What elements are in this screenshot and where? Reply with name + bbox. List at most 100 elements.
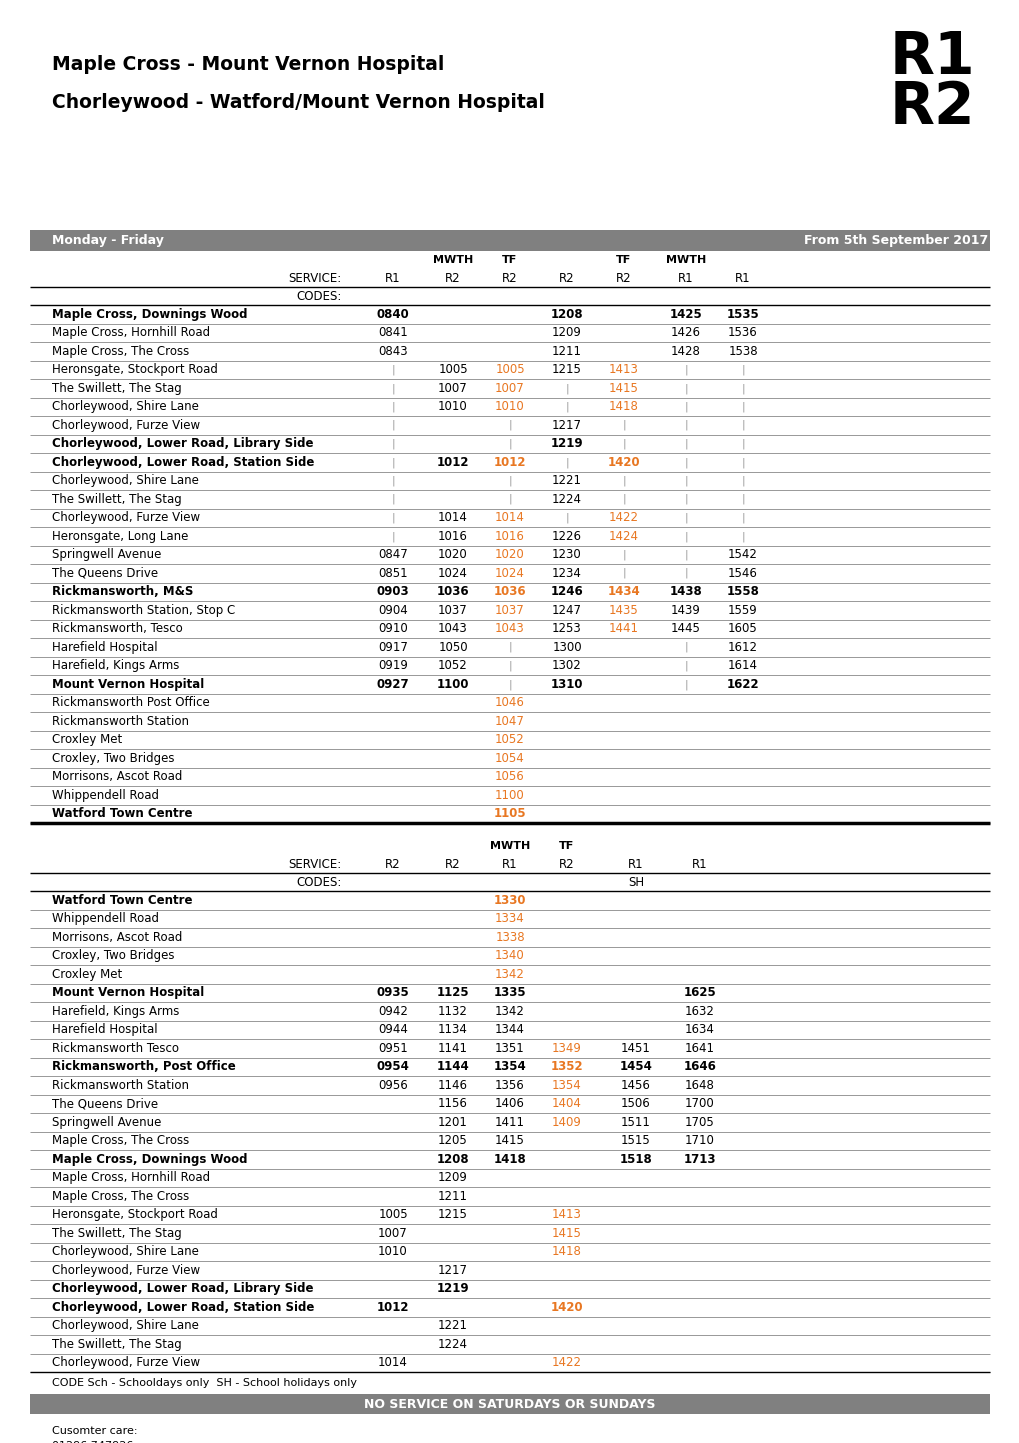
Text: 1005: 1005 bbox=[494, 364, 525, 377]
Text: 0942: 0942 bbox=[378, 1004, 408, 1017]
Text: 1201: 1201 bbox=[437, 1115, 468, 1128]
Text: 1125: 1125 bbox=[436, 986, 469, 999]
Text: SERVICE:: SERVICE: bbox=[288, 857, 341, 870]
Text: 1054: 1054 bbox=[494, 752, 525, 765]
Text: Whippendell Road: Whippendell Road bbox=[52, 789, 159, 802]
Text: 1506: 1506 bbox=[621, 1097, 650, 1110]
Text: Watford Town Centre: Watford Town Centre bbox=[52, 893, 193, 906]
Text: 1020: 1020 bbox=[494, 548, 525, 561]
Text: Maple Cross, The Cross: Maple Cross, The Cross bbox=[52, 345, 190, 358]
Text: R2: R2 bbox=[558, 857, 575, 870]
Text: R2: R2 bbox=[444, 271, 461, 284]
Text: 1012: 1012 bbox=[493, 456, 526, 469]
Text: 1043: 1043 bbox=[494, 622, 525, 635]
Text: 1413: 1413 bbox=[608, 364, 638, 377]
Text: 1404: 1404 bbox=[551, 1097, 582, 1110]
Text: Maple Cross - Mount Vernon Hospital: Maple Cross - Mount Vernon Hospital bbox=[52, 55, 444, 75]
Text: 1221: 1221 bbox=[437, 1319, 468, 1332]
Text: 1246: 1246 bbox=[550, 586, 583, 599]
Text: 1614: 1614 bbox=[728, 659, 757, 672]
Text: R2: R2 bbox=[889, 78, 974, 136]
Text: Cusomter care:
01296 747926
info@redeagle.org.uk: Cusomter care: 01296 747926 info@redeagl… bbox=[52, 1426, 172, 1443]
Text: 0847: 0847 bbox=[378, 548, 408, 561]
Text: Heronsgate, Stockport Road: Heronsgate, Stockport Road bbox=[52, 1208, 218, 1221]
Text: |: | bbox=[507, 420, 512, 430]
Text: 1208: 1208 bbox=[436, 1153, 469, 1166]
Text: 1050: 1050 bbox=[438, 641, 468, 654]
Text: Monday - Friday: Monday - Friday bbox=[52, 234, 164, 247]
Text: 0840: 0840 bbox=[376, 307, 409, 320]
Text: 1105: 1105 bbox=[493, 807, 526, 820]
Text: Chorleywood, Lower Road, Library Side: Chorleywood, Lower Road, Library Side bbox=[52, 1283, 313, 1296]
Text: 1217: 1217 bbox=[551, 418, 582, 431]
Text: Chorleywood - Watford/Mount Vernon Hospital: Chorleywood - Watford/Mount Vernon Hospi… bbox=[52, 94, 544, 113]
Text: 1010: 1010 bbox=[378, 1245, 408, 1258]
Text: |: | bbox=[741, 420, 744, 430]
Text: 1456: 1456 bbox=[621, 1079, 650, 1092]
Text: From 5th September 2017: From 5th September 2017 bbox=[803, 234, 987, 247]
Bar bbox=[30, 1394, 989, 1414]
Text: 1007: 1007 bbox=[438, 382, 468, 395]
Text: 1622: 1622 bbox=[726, 678, 758, 691]
Text: Chorleywood, Lower Road, Library Side: Chorleywood, Lower Road, Library Side bbox=[52, 437, 313, 450]
Text: 1354: 1354 bbox=[551, 1079, 581, 1092]
Text: 1024: 1024 bbox=[494, 567, 525, 580]
Text: 1014: 1014 bbox=[494, 511, 525, 524]
Text: 1224: 1224 bbox=[551, 492, 582, 505]
Text: CODES:: CODES: bbox=[297, 290, 341, 303]
Text: Whippendell Road: Whippendell Road bbox=[52, 912, 159, 925]
Text: 1253: 1253 bbox=[551, 622, 581, 635]
Text: 1037: 1037 bbox=[438, 603, 468, 616]
Text: MWTH: MWTH bbox=[489, 841, 530, 851]
Text: 1036: 1036 bbox=[436, 586, 469, 599]
Text: 1634: 1634 bbox=[685, 1023, 714, 1036]
Text: 1428: 1428 bbox=[671, 345, 700, 358]
Text: |: | bbox=[507, 494, 512, 505]
Text: NO SERVICE ON SATURDAYS OR SUNDAYS: NO SERVICE ON SATURDAYS OR SUNDAYS bbox=[364, 1397, 655, 1410]
Text: 1100: 1100 bbox=[494, 789, 525, 802]
Text: 1625: 1625 bbox=[683, 986, 715, 999]
Text: TF: TF bbox=[502, 255, 517, 266]
Text: R1: R1 bbox=[501, 857, 518, 870]
Text: 1546: 1546 bbox=[728, 567, 757, 580]
Text: Harefield, Kings Arms: Harefield, Kings Arms bbox=[52, 659, 179, 672]
Text: |: | bbox=[391, 439, 394, 449]
Text: 1605: 1605 bbox=[728, 622, 757, 635]
Text: 1215: 1215 bbox=[437, 1208, 468, 1221]
Text: 1211: 1211 bbox=[437, 1189, 468, 1203]
Text: 1425: 1425 bbox=[668, 307, 702, 320]
Text: 1141: 1141 bbox=[437, 1042, 468, 1055]
Text: |: | bbox=[684, 401, 687, 413]
Text: 1007: 1007 bbox=[494, 382, 525, 395]
Text: Chorleywood, Lower Road, Station Side: Chorleywood, Lower Road, Station Side bbox=[52, 1300, 314, 1313]
Text: Croxley Met: Croxley Met bbox=[52, 733, 122, 746]
Text: Maple Cross, The Cross: Maple Cross, The Cross bbox=[52, 1134, 190, 1147]
Text: 1422: 1422 bbox=[551, 1356, 582, 1369]
Text: 1352: 1352 bbox=[550, 1061, 583, 1074]
Text: Rickmansworth Station: Rickmansworth Station bbox=[52, 714, 189, 727]
Text: Rickmansworth, Post Office: Rickmansworth, Post Office bbox=[52, 1061, 235, 1074]
Text: The Swillett, The Stag: The Swillett, The Stag bbox=[52, 382, 181, 395]
Text: 1016: 1016 bbox=[494, 530, 525, 543]
Text: 0927: 0927 bbox=[376, 678, 409, 691]
Text: |: | bbox=[565, 401, 569, 413]
Text: Chorleywood, Shire Lane: Chorleywood, Shire Lane bbox=[52, 475, 199, 488]
Text: |: | bbox=[507, 642, 512, 652]
Text: |: | bbox=[741, 365, 744, 375]
Text: |: | bbox=[622, 476, 626, 486]
Text: Rickmansworth Station: Rickmansworth Station bbox=[52, 1079, 189, 1092]
Text: |: | bbox=[391, 512, 394, 522]
Text: 0843: 0843 bbox=[378, 345, 408, 358]
Text: 1014: 1014 bbox=[378, 1356, 408, 1369]
Text: 1310: 1310 bbox=[550, 678, 583, 691]
Text: 1420: 1420 bbox=[550, 1300, 583, 1313]
Text: Chorleywood, Shire Lane: Chorleywood, Shire Lane bbox=[52, 400, 199, 413]
Text: |: | bbox=[391, 476, 394, 486]
Text: 1648: 1648 bbox=[685, 1079, 714, 1092]
Text: MWTH: MWTH bbox=[665, 255, 705, 266]
Text: R1: R1 bbox=[692, 857, 707, 870]
Text: 0851: 0851 bbox=[378, 567, 408, 580]
Text: |: | bbox=[622, 420, 626, 430]
Text: 1043: 1043 bbox=[438, 622, 468, 635]
Text: 1338: 1338 bbox=[494, 931, 525, 944]
